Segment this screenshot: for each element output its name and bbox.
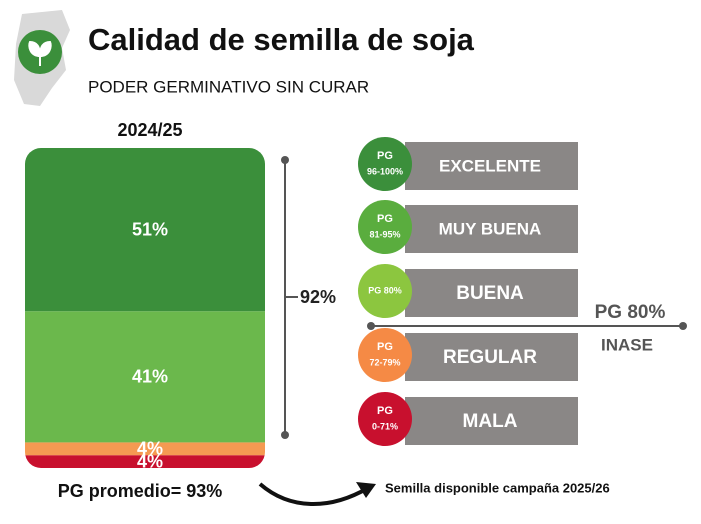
legend-badge [358, 137, 412, 191]
bracket-label: 92% [300, 287, 336, 307]
bracket-end [281, 156, 289, 164]
threshold-source: INASE [601, 335, 653, 354]
threshold-end [367, 322, 375, 330]
legend-label: MUY BUENA [439, 219, 542, 238]
badge-text: PG [377, 150, 393, 162]
legend-badge [358, 392, 412, 446]
value-label: 4% [137, 439, 163, 459]
legend-badge [358, 328, 412, 382]
legend-box [405, 333, 578, 381]
badge-text: 81-95% [369, 229, 400, 239]
legend-label: REGULAR [443, 347, 537, 368]
legend-box [405, 142, 578, 190]
legend-badge [358, 264, 412, 318]
legend-box [405, 397, 578, 445]
value-label: 41% [132, 367, 168, 387]
bar-segment [25, 148, 265, 312]
bar-segment [25, 311, 265, 443]
badge-text: 96-100% [367, 166, 403, 176]
arrow-head [356, 482, 376, 498]
bar-segment [25, 455, 265, 468]
badge-text: PG 80% [368, 285, 402, 295]
footnote: Semilla disponible campaña 2025/26 [385, 480, 610, 495]
badge-text: PG [377, 341, 393, 353]
chart-subtitle: PODER GERMINATIVO SIN CURAR [88, 77, 369, 96]
legend-box [405, 205, 578, 253]
badge-text: PG [377, 213, 393, 225]
legend-box [405, 269, 578, 317]
chart-title: Calidad de semilla de soja [88, 22, 475, 57]
value-label: 4% [137, 451, 163, 471]
value-label: 51% [132, 219, 168, 239]
badge-text: PG [377, 405, 393, 417]
logo-leaf [28, 40, 52, 66]
legend-label: EXCELENTE [439, 156, 541, 175]
legend-badge [358, 200, 412, 254]
average-label: PG promedio= 93% [58, 481, 223, 501]
x-tick-label: 2024/25 [117, 120, 182, 140]
arrow [258, 482, 370, 506]
legend-label: MALA [463, 411, 518, 432]
threshold-end [679, 322, 687, 330]
bar-segment [25, 442, 265, 456]
legend-label: BUENA [456, 283, 524, 304]
bracket-end [281, 431, 289, 439]
badge-text: 72-79% [369, 357, 400, 367]
badge-text: 0-71% [372, 421, 398, 431]
threshold-label: PG 80% [595, 302, 666, 323]
